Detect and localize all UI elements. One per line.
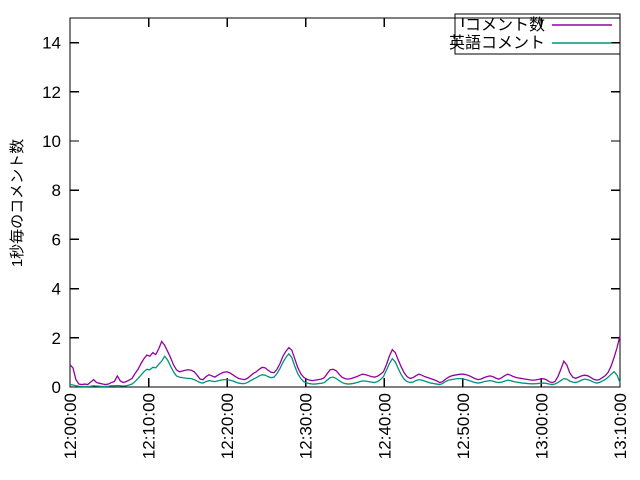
series-line-english-comment <box>69 352 621 388</box>
y-tick-label: 6 <box>52 230 61 249</box>
data-series-group <box>69 335 621 388</box>
x-tick-label: 12:00:00 <box>61 393 80 459</box>
x-tick-label: 12:40:00 <box>375 393 394 459</box>
legend-border <box>454 13 621 55</box>
y-tick-label: 8 <box>52 181 61 200</box>
plot-frame <box>69 17 621 388</box>
y-tick-label: 2 <box>52 329 61 348</box>
x-tick-label: 12:10:00 <box>140 393 159 459</box>
y-tick-label: 14 <box>42 34 61 53</box>
legend-label-english-comment: 英語コメント <box>449 34 545 52</box>
series-line-comment-count <box>69 335 621 386</box>
x-tick-label: 13:10:00 <box>611 393 630 459</box>
y-tick-label: 4 <box>52 280 61 299</box>
x-tick-label: 12:20:00 <box>218 393 237 459</box>
y-tick-label: 10 <box>42 132 61 151</box>
chart-legend: コメント数 英語コメント <box>449 13 621 55</box>
x-axis: 12:00:00 12:10:00 12:20:00 12:30:00 12:40:00… <box>61 18 630 459</box>
y-axis-label: 1秒毎のコメント数 <box>9 139 26 267</box>
y-tick-label: 0 <box>52 378 61 397</box>
legend-label-comment-count: コメント数 <box>465 16 545 34</box>
y-tick-label: 12 <box>42 83 61 102</box>
x-tick-label: 13:00:00 <box>532 393 551 459</box>
y-axis: 0 2 4 6 8 10 12 14 <box>42 34 620 397</box>
x-tick-label: 12:50:00 <box>454 393 473 459</box>
x-tick-label: 12:30:00 <box>297 393 316 459</box>
